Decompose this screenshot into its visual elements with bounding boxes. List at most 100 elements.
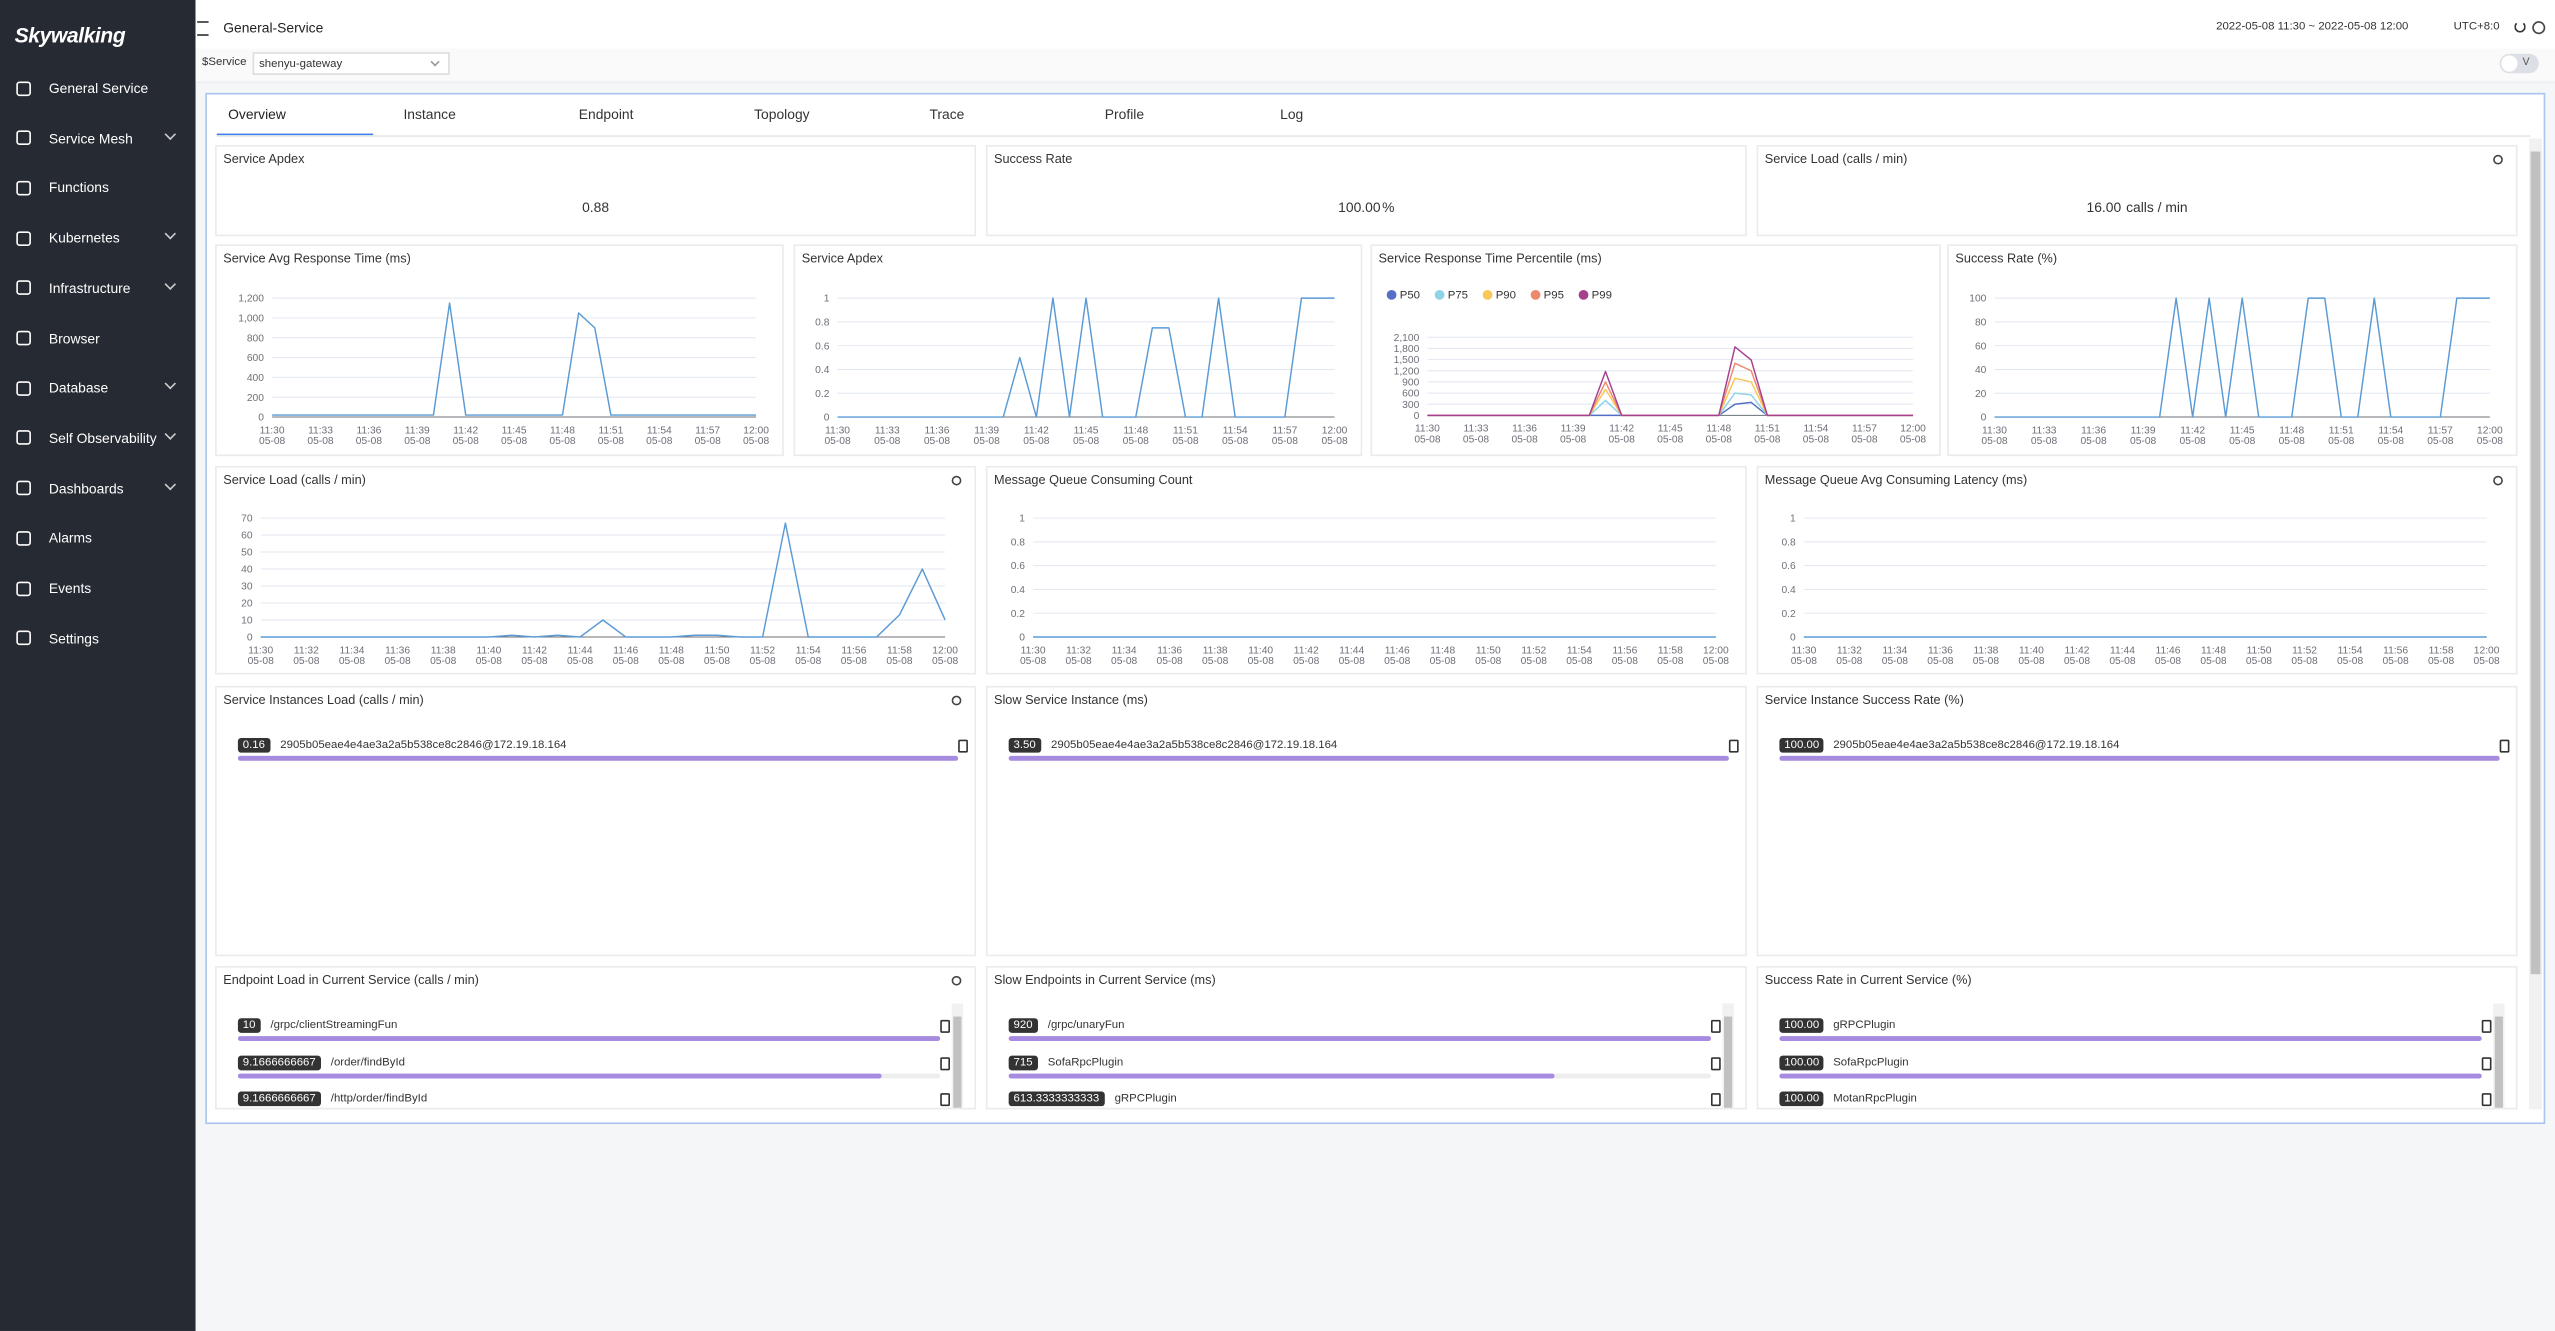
menu-item[interactable]: Infrastructure	[0, 270, 196, 306]
x-tick-label: 11:39	[1561, 424, 1586, 435]
x-tick-label: 11:30	[260, 425, 285, 436]
list-scrollbar-thumb[interactable]	[2495, 1017, 2503, 1110]
list-item[interactable]: 9.1666666667/order/findById	[238, 1055, 940, 1081]
info-icon[interactable]	[2532, 21, 2545, 34]
copy-icon[interactable]	[2500, 740, 2510, 753]
list-item[interactable]: 100.00SofaRpcPlugin	[1779, 1055, 2481, 1081]
copy-icon[interactable]	[940, 1093, 950, 1106]
x-tick-sublabel: 05-08	[1321, 436, 1348, 447]
y-tick-label: 0.2	[815, 389, 830, 400]
copy-icon[interactable]	[1711, 1056, 1721, 1069]
panel: Slow Endpoints in Current Service (ms)92…	[986, 966, 1747, 1109]
menu-item[interactable]: Kubernetes	[0, 220, 196, 256]
list-item[interactable]: 3.502905b05eae4e4ae3a2a5b538ce8c2846@172…	[1009, 738, 1729, 764]
menu-item[interactable]: Database	[0, 370, 196, 406]
x-tick-label: 11:57	[1272, 425, 1297, 436]
x-tick-label: 11:33	[1464, 424, 1489, 435]
list-scrollbar-thumb[interactable]	[953, 1017, 961, 1110]
x-tick-sublabel: 05-08	[307, 436, 334, 447]
x-tick-label: 11:56	[1612, 645, 1637, 656]
copy-icon[interactable]	[2482, 1093, 2492, 1106]
value-badge: 100.00	[1779, 1018, 1824, 1033]
chart: 00.20.40.60.8111:3005-0811:3205-0811:340…	[1758, 468, 2517, 675]
scrollbar-thumb[interactable]	[2531, 152, 2541, 975]
list-item[interactable]: 100.00gRPCPlugin	[1779, 1018, 2481, 1044]
menu-item[interactable]: Events	[0, 570, 196, 606]
menu-item[interactable]: Dashboards	[0, 470, 196, 506]
x-tick-label: 11:54	[1223, 425, 1248, 436]
x-tick-label: 11:48	[2201, 645, 2226, 656]
y-tick-label: 1,500	[1394, 355, 1420, 366]
series-line	[1995, 298, 2490, 417]
list-item[interactable]: 10/grpc/clientStreamingFun	[238, 1018, 940, 1044]
copy-icon[interactable]	[940, 1056, 950, 1069]
list-item[interactable]: 0.162905b05eae4e4ae3a2a5b538ce8c2846@172…	[238, 738, 958, 764]
x-tick-sublabel: 05-08	[646, 436, 673, 447]
tab[interactable]: Overview	[228, 106, 286, 122]
list-item[interactable]: 9.1666666667/http/order/findById	[238, 1091, 940, 1109]
x-tick-sublabel: 05-08	[2031, 436, 2058, 447]
x-tick-label: 11:33	[308, 425, 333, 436]
list-item[interactable]: 715SofaRpcPlugin	[1009, 1055, 1711, 1081]
refresh-icon[interactable]	[2514, 21, 2525, 32]
info-icon[interactable]	[2493, 155, 2503, 165]
copy-icon[interactable]	[2482, 1020, 2492, 1033]
tab[interactable]: Topology	[754, 106, 809, 122]
y-tick-label: 0	[1414, 411, 1420, 422]
menu-label: Kubernetes	[49, 230, 120, 246]
menu-item[interactable]: Functions	[0, 170, 196, 206]
panel-title: Success Rate	[994, 152, 1072, 167]
menu-item[interactable]: Browser	[0, 320, 196, 356]
toggle[interactable]: V	[2500, 54, 2539, 74]
x-tick-sublabel: 05-08	[1172, 436, 1199, 447]
tab[interactable]: Log	[1280, 106, 1303, 122]
list-scrollbar[interactable]	[952, 1004, 963, 1110]
info-icon[interactable]	[952, 696, 962, 706]
list-scrollbar[interactable]	[2493, 1004, 2504, 1110]
list-item[interactable]: 100.00MotanRpcPlugin	[1779, 1091, 2481, 1109]
list-item[interactable]: 100.002905b05eae4e4ae3a2a5b538ce8c2846@1…	[1779, 738, 2499, 764]
copy-icon[interactable]	[2482, 1056, 2492, 1069]
x-tick-label: 11:38	[431, 645, 456, 656]
x-tick-label: 12:00	[932, 645, 958, 656]
menu-icon	[16, 481, 31, 496]
x-tick-label: 11:39	[405, 425, 430, 436]
page-title: General-Service	[223, 20, 323, 36]
item-name: /grpc/unaryFun	[1048, 1020, 1125, 1031]
copy-icon[interactable]	[1711, 1093, 1721, 1106]
tab[interactable]: Profile	[1105, 106, 1144, 122]
menu-item[interactable]: Settings	[0, 620, 196, 656]
y-tick-label: 1	[1019, 514, 1025, 525]
menu-item[interactable]: Self Observability	[0, 420, 196, 456]
x-tick-sublabel: 05-08	[356, 436, 383, 447]
x-tick-label: 11:54	[1567, 645, 1592, 656]
copy-icon[interactable]	[958, 740, 968, 753]
service-select[interactable]: shenyu-gateway	[253, 52, 450, 75]
menu-toggle-icon[interactable]	[197, 21, 208, 36]
card-number: 100.00	[1338, 199, 1380, 215]
x-tick-sublabel: 05-08	[2378, 436, 2405, 447]
list-scrollbar[interactable]	[1722, 1004, 1733, 1110]
menu-item[interactable]: Alarms	[0, 520, 196, 556]
y-tick-label: 40	[1975, 365, 1987, 376]
info-icon[interactable]	[952, 976, 962, 986]
copy-icon[interactable]	[940, 1020, 950, 1033]
x-tick-sublabel: 05-08	[1803, 434, 1830, 445]
x-tick-sublabel: 05-08	[1657, 434, 1684, 445]
menu-item[interactable]: General Service	[0, 70, 196, 106]
time-range[interactable]: 2022-05-08 11:30 ~ 2022-05-08 12:00	[2216, 21, 2408, 32]
copy-icon[interactable]	[1711, 1020, 1721, 1033]
x-tick-sublabel: 05-08	[2279, 436, 2306, 447]
tab[interactable]: Trace	[929, 106, 964, 122]
copy-icon[interactable]	[1729, 740, 1739, 753]
menu-item[interactable]: Service Mesh	[0, 120, 196, 156]
y-tick-label: 10	[241, 616, 253, 627]
list-scrollbar-thumb[interactable]	[1724, 1017, 1732, 1110]
tab[interactable]: Endpoint	[579, 106, 634, 122]
list-item[interactable]: 920/grpc/unaryFun	[1009, 1018, 1711, 1044]
panel-title: Service Instance Success Rate (%)	[1765, 692, 1964, 707]
tab[interactable]: Instance	[403, 106, 455, 122]
list-item[interactable]: 613.3333333333gRPCPlugin	[1009, 1091, 1711, 1109]
scrollbar[interactable]	[2529, 138, 2542, 1109]
panel-title: Success Rate in Current Service (%)	[1765, 973, 1972, 988]
